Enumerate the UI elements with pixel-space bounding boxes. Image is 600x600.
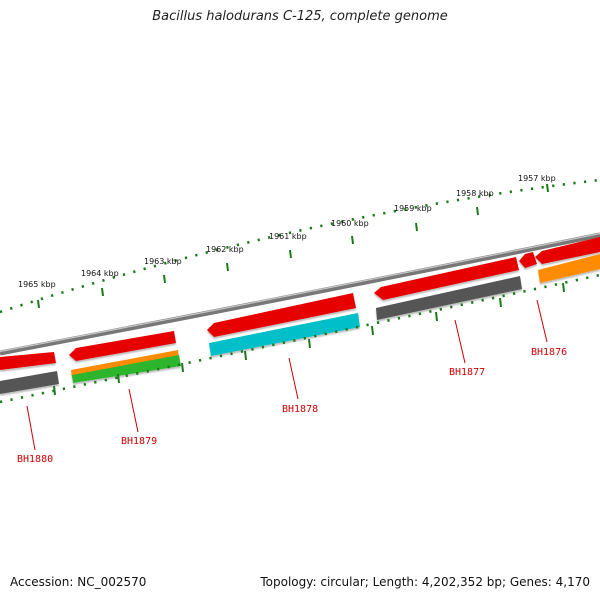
- cds-bh1877-forward[interactable]: [374, 257, 519, 300]
- forward-strand-features: [0, 237, 600, 370]
- tick-1959: [415, 222, 418, 232]
- leader-bh1877: [454, 319, 466, 364]
- gene-label-bh1879[interactable]: BH1879: [121, 436, 157, 447]
- cds-bh1880-forward[interactable]: [0, 352, 56, 370]
- scale-label-1959: 1959 kbp: [394, 204, 432, 213]
- scale-label-1964: 1964 kbp: [81, 269, 119, 278]
- genome-title: Bacillus halodurans C-125, complete geno…: [152, 9, 448, 24]
- tick-1958: [476, 206, 479, 216]
- leader-bh1876: [536, 299, 548, 343]
- genome-backbone: [0, 232, 600, 356]
- inner-scale: [0, 273, 600, 404]
- scale-labels: 1957 kbp 1958 kbp 1959 kbp 1960 kbp 1961…: [18, 174, 556, 289]
- gene-label-bh1880[interactable]: BH1880: [17, 454, 53, 465]
- inner-tick-4: [244, 350, 247, 361]
- inner-tick-9: [562, 282, 565, 293]
- rna-bh1876-orange[interactable]: [538, 254, 600, 283]
- cds-bh1876a-forward[interactable]: [519, 252, 537, 268]
- scale-label-1962: 1962 kbp: [206, 245, 244, 254]
- gene-label-bh1876[interactable]: BH1876: [531, 347, 567, 358]
- tick-1964: [101, 287, 104, 297]
- scale-label-1957: 1957 kbp: [518, 174, 556, 183]
- leader-bh1878: [288, 357, 299, 400]
- gene-label-bh1878[interactable]: BH1878: [282, 404, 318, 415]
- genome-summary: Topology: circular; Length: 4,202,352 bp…: [260, 575, 590, 589]
- tick-1961: [289, 249, 292, 259]
- inner-tick-7: [435, 311, 438, 322]
- inner-tick-3: [181, 362, 184, 373]
- accession-label: Accession: NC_002570: [10, 575, 147, 589]
- cds-bh1876-forward[interactable]: [535, 237, 600, 264]
- tick-1963: [163, 274, 166, 284]
- gene-label-leaders: [26, 299, 548, 451]
- outer-scale: [0, 178, 600, 314]
- inner-tick-5: [308, 338, 311, 349]
- rna-bh1879-green[interactable]: [72, 355, 181, 383]
- inner-tick-6: [371, 325, 374, 336]
- scale-label-1963: 1963 kbp: [144, 257, 182, 266]
- tick-1960: [351, 235, 354, 245]
- cds-bh1879-forward[interactable]: [69, 331, 176, 361]
- scale-label-1958: 1958 kbp: [456, 189, 494, 198]
- gene-bh1878-reverse[interactable]: [209, 313, 360, 356]
- tick-1965: [37, 299, 40, 309]
- inner-tick-8: [499, 297, 502, 308]
- gene-bh1877-reverse[interactable]: [376, 276, 522, 320]
- inner-scale-dots: [0, 273, 600, 404]
- gene-label-bh1877[interactable]: BH1877: [449, 367, 485, 378]
- reverse-strand-features: [0, 254, 600, 394]
- tick-1957: [546, 183, 549, 193]
- outer-scale-dots: [0, 178, 600, 314]
- inner-tick-2: [117, 373, 120, 384]
- leader-bh1879: [128, 388, 139, 433]
- inner-tick-1: [53, 385, 56, 396]
- scale-label-1960: 1960 kbp: [331, 219, 369, 228]
- cds-bh1878-forward[interactable]: [207, 293, 356, 337]
- leader-bh1880: [26, 405, 36, 451]
- scale-label-1961: 1961 kbp: [269, 232, 307, 241]
- scale-label-1965: 1965 kbp: [18, 280, 56, 289]
- tick-1962: [226, 262, 229, 272]
- gene-bh1880-reverse[interactable]: [0, 371, 59, 394]
- gene-labels: BH1876 BH1877 BH1878 BH1879 BH1880: [17, 347, 567, 465]
